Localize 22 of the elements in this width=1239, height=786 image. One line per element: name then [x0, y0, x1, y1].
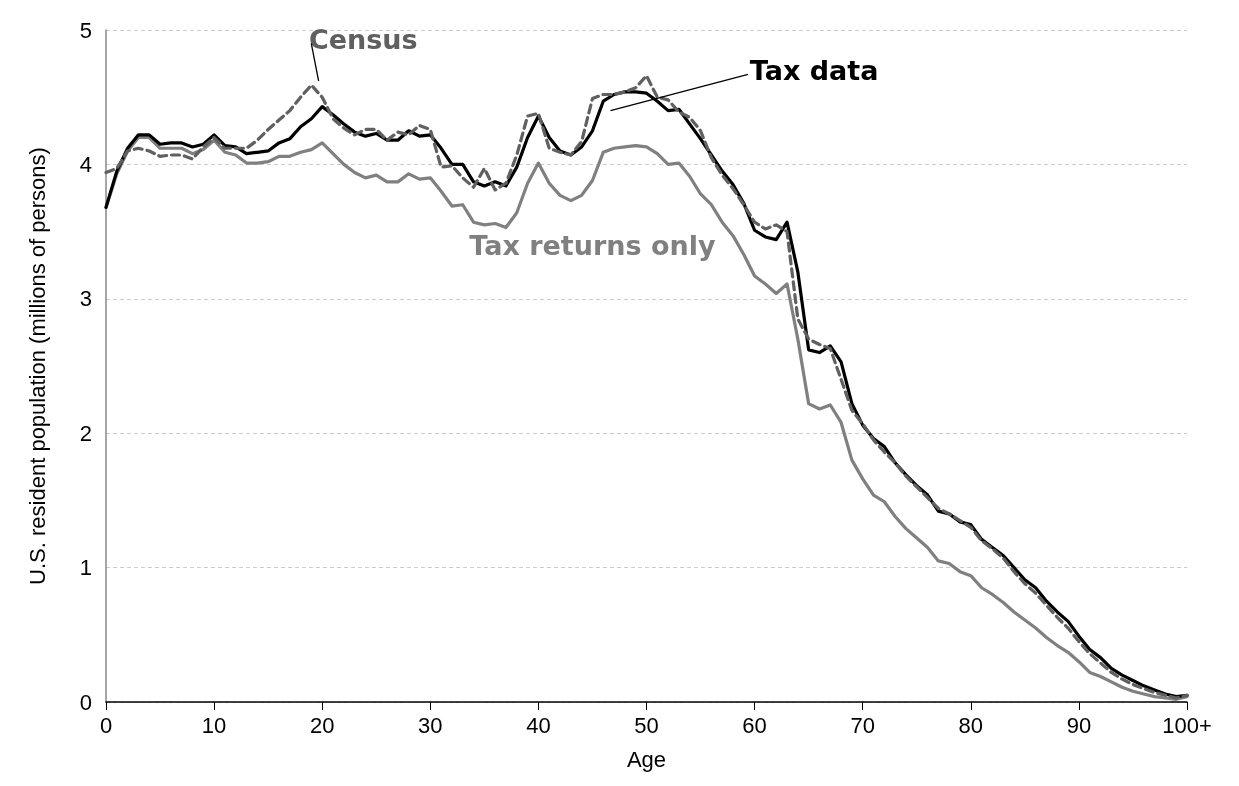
y-axis-title: U.S. resident population (millions of persons)	[24, 147, 50, 585]
y-tick-label: 0	[79, 689, 92, 715]
x-tick-label: 30	[418, 712, 443, 738]
text: Tax data	[749, 54, 879, 86]
y-tick-label: 3	[79, 286, 92, 312]
x-tick-label: 0	[99, 712, 113, 738]
x-tick-label: 70	[850, 712, 875, 738]
y-tick-label: 2	[79, 420, 92, 446]
x-tick-label: 40	[526, 712, 551, 738]
x-axis-title: Age	[626, 746, 667, 772]
x-tick-label: 10	[201, 712, 227, 738]
series-label: Tax returns only	[469, 229, 717, 261]
x-tick-label: 90	[1066, 712, 1092, 738]
x-tick-label: 60	[742, 712, 767, 738]
y-tick-label: 4	[79, 151, 92, 177]
x-tick-label: 80	[958, 712, 984, 738]
y-tick-label: 1	[79, 555, 92, 581]
x-tick-label: 20	[309, 712, 335, 738]
x-tick-label: 50	[634, 712, 659, 738]
y-tick-label: 5	[79, 17, 92, 43]
x-tick-label: 100+	[1162, 712, 1212, 738]
series-label: Census	[308, 23, 418, 55]
